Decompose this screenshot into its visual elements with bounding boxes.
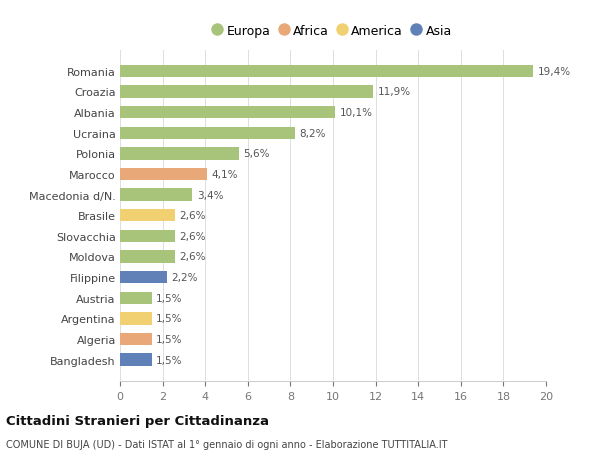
Text: COMUNE DI BUJA (UD) - Dati ISTAT al 1° gennaio di ogni anno - Elaborazione TUTTI: COMUNE DI BUJA (UD) - Dati ISTAT al 1° g… [6, 440, 448, 449]
Text: 1,5%: 1,5% [156, 313, 183, 324]
Bar [120, 333, 152, 345]
Text: 1,5%: 1,5% [156, 334, 183, 344]
Text: 2,6%: 2,6% [179, 231, 206, 241]
Bar [120, 148, 239, 160]
Bar [120, 251, 175, 263]
Bar [120, 353, 152, 366]
Text: 3,4%: 3,4% [197, 190, 223, 200]
Text: 10,1%: 10,1% [340, 108, 373, 118]
Bar [120, 86, 373, 98]
Bar [120, 66, 533, 78]
Text: 5,6%: 5,6% [244, 149, 270, 159]
Text: 1,5%: 1,5% [156, 293, 183, 303]
Bar [120, 292, 152, 304]
Text: 2,6%: 2,6% [179, 211, 206, 221]
Text: 2,6%: 2,6% [179, 252, 206, 262]
Legend: Europa, Africa, America, Asia: Europa, Africa, America, Asia [209, 20, 457, 43]
Text: Cittadini Stranieri per Cittadinanza: Cittadini Stranieri per Cittadinanza [6, 414, 269, 428]
Bar [120, 106, 335, 119]
Bar [120, 271, 167, 284]
Text: 1,5%: 1,5% [156, 355, 183, 365]
Bar [120, 313, 152, 325]
Text: 4,1%: 4,1% [212, 169, 238, 179]
Text: 19,4%: 19,4% [538, 67, 571, 77]
Bar [120, 189, 193, 202]
Bar [120, 127, 295, 140]
Bar [120, 230, 175, 242]
Bar [120, 168, 208, 181]
Text: 8,2%: 8,2% [299, 129, 325, 139]
Text: 2,2%: 2,2% [171, 273, 197, 282]
Bar [120, 210, 175, 222]
Text: 11,9%: 11,9% [378, 87, 411, 97]
